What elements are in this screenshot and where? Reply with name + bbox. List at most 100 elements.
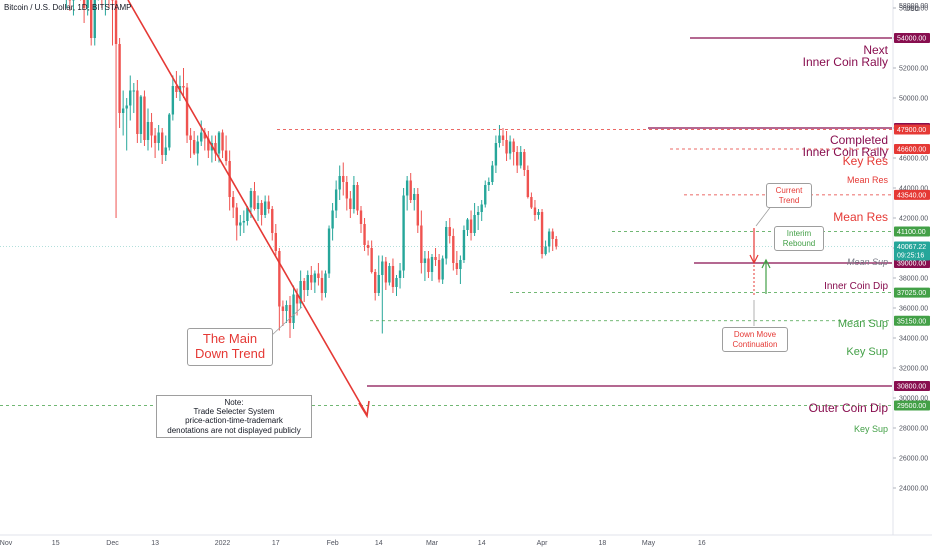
note-line4: denotations are not displayed publicly xyxy=(167,425,301,435)
currency-label: USD xyxy=(905,6,920,13)
candle-body xyxy=(185,87,189,136)
candle-body xyxy=(150,122,153,136)
candle xyxy=(136,80,139,143)
candle xyxy=(263,195,267,218)
candle-body xyxy=(370,248,373,272)
main-downtrend-arrowhead xyxy=(358,400,370,419)
candle xyxy=(345,176,348,211)
candle xyxy=(207,131,210,158)
candle xyxy=(196,135,199,166)
candle-body xyxy=(469,219,473,233)
down-move-line2: Continuation xyxy=(732,339,778,349)
last-price-tag: 40067.22 09:25:16 xyxy=(894,241,930,261)
candle xyxy=(342,162,345,196)
current-trend-line2: Trend xyxy=(778,195,800,205)
note-box: Note: Trade Selecter System price-action… xyxy=(156,395,312,438)
candle xyxy=(434,248,437,266)
candle-body xyxy=(146,122,150,140)
candle-body xyxy=(214,143,217,154)
candle-body xyxy=(494,143,498,166)
level-price-tag-text: 39000.00 xyxy=(897,261,926,268)
candle xyxy=(157,125,160,151)
candle xyxy=(491,161,494,185)
candle-body xyxy=(338,176,341,190)
level-price-tag: 43540.00 xyxy=(894,189,930,200)
candle xyxy=(306,270,309,296)
candle-body xyxy=(356,185,359,211)
level-price-tag-bg xyxy=(894,189,930,200)
candle-body xyxy=(292,294,295,323)
time-axis[interactable]: Nov 15 Dec 13 2022 17 Feb 14 Mar 14 Apr 18 May 16 xyxy=(0,534,932,547)
candle-body xyxy=(288,305,292,323)
candle-body xyxy=(136,90,139,134)
candle xyxy=(398,263,402,289)
candle xyxy=(473,203,476,236)
candle-body xyxy=(153,135,157,143)
candle-body xyxy=(239,222,242,226)
candle xyxy=(370,240,373,274)
price-axis[interactable]: 24000.00 26000.00 28000.00 30000.00 32000.00… xyxy=(892,0,930,535)
price-tick-label: 36000.00 xyxy=(899,306,928,313)
level-price-tag: 41100.00 xyxy=(894,226,930,237)
candle-body xyxy=(192,140,196,154)
candle xyxy=(111,0,114,46)
candle xyxy=(139,95,143,143)
price-tick-label: 24000.00 xyxy=(899,486,928,493)
candle-body xyxy=(501,135,505,140)
candle-body xyxy=(175,86,178,92)
candle xyxy=(203,128,206,151)
candle-body xyxy=(402,195,405,271)
time-tick-label: 15 xyxy=(52,540,60,547)
candle xyxy=(182,68,185,98)
candle xyxy=(253,182,256,211)
candle xyxy=(121,90,125,136)
candle-body xyxy=(366,245,370,248)
candle xyxy=(377,255,380,296)
next-rally-line1: Next xyxy=(863,43,888,57)
interim-rebound-arrowhead xyxy=(761,258,771,269)
price-tick-label: 46000.00 xyxy=(899,156,928,163)
completed-rally-line2: Inner Coin Rally xyxy=(802,145,888,159)
key-sup-label: Key Sup xyxy=(846,346,888,358)
candle-body xyxy=(139,96,143,134)
candle-body xyxy=(533,207,537,215)
candle xyxy=(427,251,430,278)
candle-body xyxy=(342,176,345,182)
candle-body xyxy=(452,236,455,263)
candle-body xyxy=(324,273,327,293)
candle xyxy=(161,128,164,164)
level-price-tag-bg xyxy=(894,381,930,391)
candle-body xyxy=(459,260,462,269)
level-price-tag: 30800.00 xyxy=(894,381,930,391)
candle xyxy=(153,128,157,158)
candle-body xyxy=(445,227,448,259)
candle-body xyxy=(508,141,512,154)
candle-body xyxy=(82,0,86,8)
level-price-tag-text: 29500.00 xyxy=(897,403,926,410)
candle-body xyxy=(544,246,547,254)
candle-body xyxy=(381,261,384,275)
candle-body xyxy=(242,221,246,223)
time-tick-label: Dec xyxy=(106,540,119,547)
candle xyxy=(352,176,356,214)
candle xyxy=(320,270,324,301)
candle-body xyxy=(267,201,270,209)
candle xyxy=(363,218,366,251)
candle xyxy=(437,254,441,283)
price-tick-label: 52000.00 xyxy=(899,66,928,73)
candles xyxy=(65,0,558,338)
candle-body xyxy=(331,210,334,229)
candle xyxy=(533,200,537,221)
candle xyxy=(469,210,473,241)
key-res-label: Key Res xyxy=(842,154,888,168)
candle-body xyxy=(498,135,501,143)
candle-body xyxy=(473,215,476,233)
candle-body xyxy=(200,132,203,142)
candle-body xyxy=(405,180,409,196)
candle xyxy=(413,188,416,211)
candle-body xyxy=(281,306,285,311)
main-downtrend-line xyxy=(127,0,368,416)
candle-body xyxy=(306,275,309,290)
candle xyxy=(104,0,106,16)
